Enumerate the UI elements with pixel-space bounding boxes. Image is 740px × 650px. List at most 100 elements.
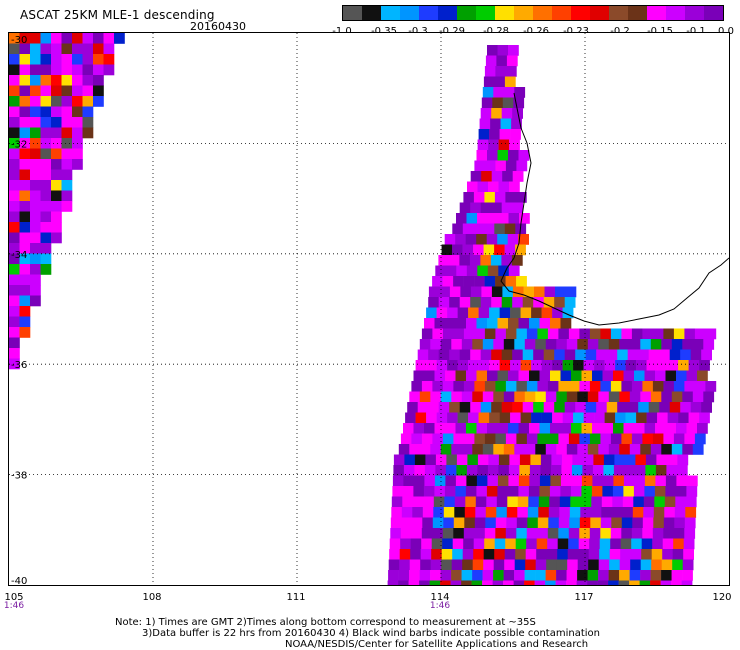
data-cell (663, 381, 675, 392)
data-cell (666, 454, 678, 466)
data-cell (51, 54, 62, 65)
data-cell (61, 64, 73, 76)
data-cell (19, 33, 31, 44)
data-cell (566, 570, 578, 581)
data-cell (444, 496, 456, 508)
data-cell (629, 444, 641, 455)
data-cell (473, 549, 484, 560)
data-cell (82, 127, 94, 139)
data-cell (61, 148, 73, 160)
data-cell (431, 538, 443, 550)
data-cell (484, 528, 496, 539)
data-cell (674, 517, 686, 529)
data-cell (434, 370, 446, 382)
map-date: 20160430 (190, 20, 246, 33)
data-cell (526, 433, 538, 445)
data-cell (688, 412, 700, 424)
data-cell (435, 465, 447, 476)
data-cell (517, 496, 529, 508)
data-cell (499, 412, 511, 424)
data-cell (568, 381, 580, 392)
data-cell (476, 423, 488, 434)
data-cell (423, 496, 435, 508)
data-cell (491, 349, 502, 361)
data-cell (676, 370, 687, 382)
data-cell (662, 538, 674, 550)
data-cell (608, 339, 620, 350)
data-cell (51, 127, 62, 139)
data-cell (508, 465, 520, 476)
data-cell (655, 423, 666, 434)
data-cell (518, 318, 530, 329)
data-cell (676, 465, 688, 476)
data-cell (597, 580, 609, 592)
data-cell (566, 580, 577, 592)
data-cell (652, 381, 664, 392)
data-cell (478, 412, 490, 424)
data-cell (623, 423, 635, 434)
data-cell (82, 75, 94, 86)
data-cell (440, 391, 452, 403)
data-cell (459, 255, 471, 266)
data-cell (30, 85, 41, 97)
data-cell (594, 360, 605, 371)
data-cell (556, 559, 568, 571)
data-cell (412, 496, 424, 508)
data-cell (473, 244, 484, 256)
data-cell (669, 349, 681, 361)
data-cell (686, 486, 698, 497)
data-cell (432, 517, 444, 529)
data-cell (432, 381, 444, 392)
data-cell (93, 54, 104, 65)
data-cell (40, 33, 52, 44)
data-cell (506, 55, 518, 67)
data-cell (526, 528, 538, 539)
data-cell (461, 570, 473, 581)
data-cell (599, 538, 611, 550)
data-cell (651, 549, 663, 560)
data-cell (650, 391, 662, 403)
data-cell (19, 201, 31, 212)
data-cell (673, 381, 685, 392)
data-cell (30, 33, 41, 44)
data-cell (388, 570, 399, 581)
data-cell (652, 538, 663, 550)
data-cell (610, 381, 622, 392)
x-tick-label: 120 (712, 592, 732, 603)
data-cell (547, 328, 559, 340)
data-cell (562, 360, 574, 371)
data-cell (495, 276, 506, 287)
data-cell (72, 96, 83, 107)
data-cell (505, 381, 517, 392)
data-cell (629, 391, 641, 403)
data-cell (692, 339, 704, 350)
data-cell (503, 444, 515, 455)
data-cell (508, 150, 519, 161)
data-cell (545, 580, 556, 592)
data-cell (499, 307, 511, 319)
y-tick-label: -40 (11, 576, 27, 585)
data-cell (476, 318, 488, 329)
data-cell (472, 559, 484, 571)
data-cell (673, 528, 685, 539)
data-cell (576, 580, 588, 592)
data-cell (434, 423, 446, 434)
data-cell (468, 360, 479, 371)
data-cell (667, 360, 679, 371)
data-cell (9, 127, 20, 139)
map-title: ASCAT 25KM MLE-1 descending (20, 8, 215, 22)
data-cell (482, 339, 494, 350)
data-cell (562, 307, 574, 319)
data-cell (579, 381, 591, 392)
y-tick-label: -32 (11, 139, 27, 150)
data-cell (434, 318, 446, 329)
data-cell (589, 381, 601, 392)
data-cell (457, 412, 469, 424)
data-cell (513, 97, 525, 109)
data-cell (72, 117, 83, 128)
pass-time-label: 1:46 (429, 601, 451, 611)
data-cell (457, 360, 469, 371)
data-cell (9, 117, 20, 128)
data-cell (459, 297, 471, 308)
data-cell (393, 454, 405, 466)
